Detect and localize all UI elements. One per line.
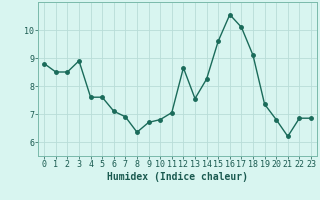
X-axis label: Humidex (Indice chaleur): Humidex (Indice chaleur) bbox=[107, 172, 248, 182]
